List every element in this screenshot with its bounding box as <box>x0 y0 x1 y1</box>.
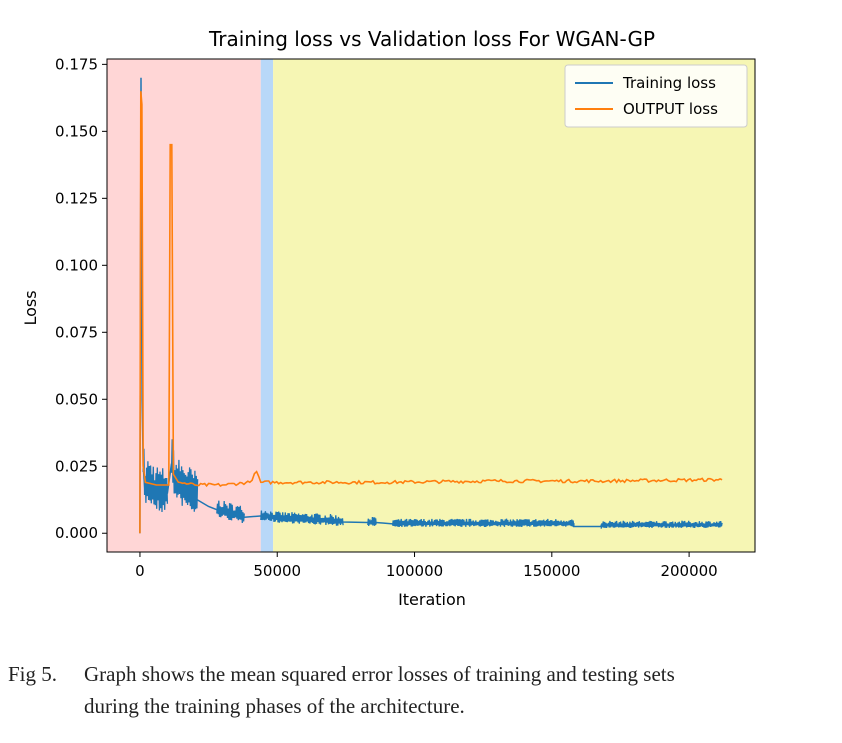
loss-chart: 0 50000 100000 150000 200000 0.000 0.025 0.050 0… <box>21 27 756 609</box>
x-tick-label-3: 100000 <box>386 562 443 580</box>
y-tick-label-1: 0.000 <box>55 524 98 542</box>
x-tick-label-2: 50000 <box>253 562 301 580</box>
training-loss-noise-7 <box>600 520 723 529</box>
legend-box <box>564 64 748 128</box>
training-loss-noise-4 <box>260 510 344 526</box>
y-tick-label-3: 0.050 <box>55 390 98 408</box>
legend-label-2: OUTPUT loss <box>623 100 718 118</box>
figure-caption: Fig 5. Graph shows the mean squared error… <box>8 658 834 722</box>
caption-label: Fig 5. <box>8 662 58 686</box>
y-tick-label-6: 0.125 <box>55 189 98 207</box>
phase-region-1 <box>107 59 261 552</box>
phase-region-3 <box>273 59 755 552</box>
chart-title: Training loss vs Validation loss For WGA… <box>208 27 655 51</box>
y-axis-label: Loss <box>21 290 40 325</box>
chart-axes: 0 50000 100000 150000 200000 0.000 0.025 0.050 0… <box>55 55 756 580</box>
legend-label-1: Training loss <box>622 74 716 92</box>
chart-series <box>139 77 723 534</box>
shaded-phase-regions <box>107 59 755 552</box>
x-axis-label: Iteration <box>398 590 466 609</box>
legend: Training loss OUTPUT loss <box>564 64 748 128</box>
plot-frame <box>106 58 756 553</box>
x-tick-label-5: 200000 <box>660 562 717 580</box>
phase-region-2 <box>260 59 274 552</box>
y-tick-label-8: 0.175 <box>55 55 98 73</box>
x-tick-label-4: 150000 <box>523 562 580 580</box>
caption-line-1: Graph shows the mean squared error losse… <box>84 662 675 686</box>
y-tick-label-7: 0.150 <box>55 122 98 140</box>
y-tick-label-5: 0.100 <box>55 256 98 274</box>
y-tick-label-4: 0.075 <box>55 323 98 341</box>
training-loss-noise-3 <box>216 500 245 524</box>
chart-figure: 0 50000 100000 150000 200000 0.000 0.025 0.050 0… <box>21 27 756 609</box>
y-tick-label-2: 0.025 <box>55 457 98 475</box>
training-loss-noise-1 <box>142 448 169 513</box>
training-loss-noise-6 <box>391 518 575 527</box>
output-loss-line <box>139 91 723 534</box>
caption-line-2: during the training phases of the archit… <box>84 694 465 718</box>
training-loss-noise-5 <box>367 516 377 527</box>
x-tick-label-1: 0 <box>135 562 145 580</box>
